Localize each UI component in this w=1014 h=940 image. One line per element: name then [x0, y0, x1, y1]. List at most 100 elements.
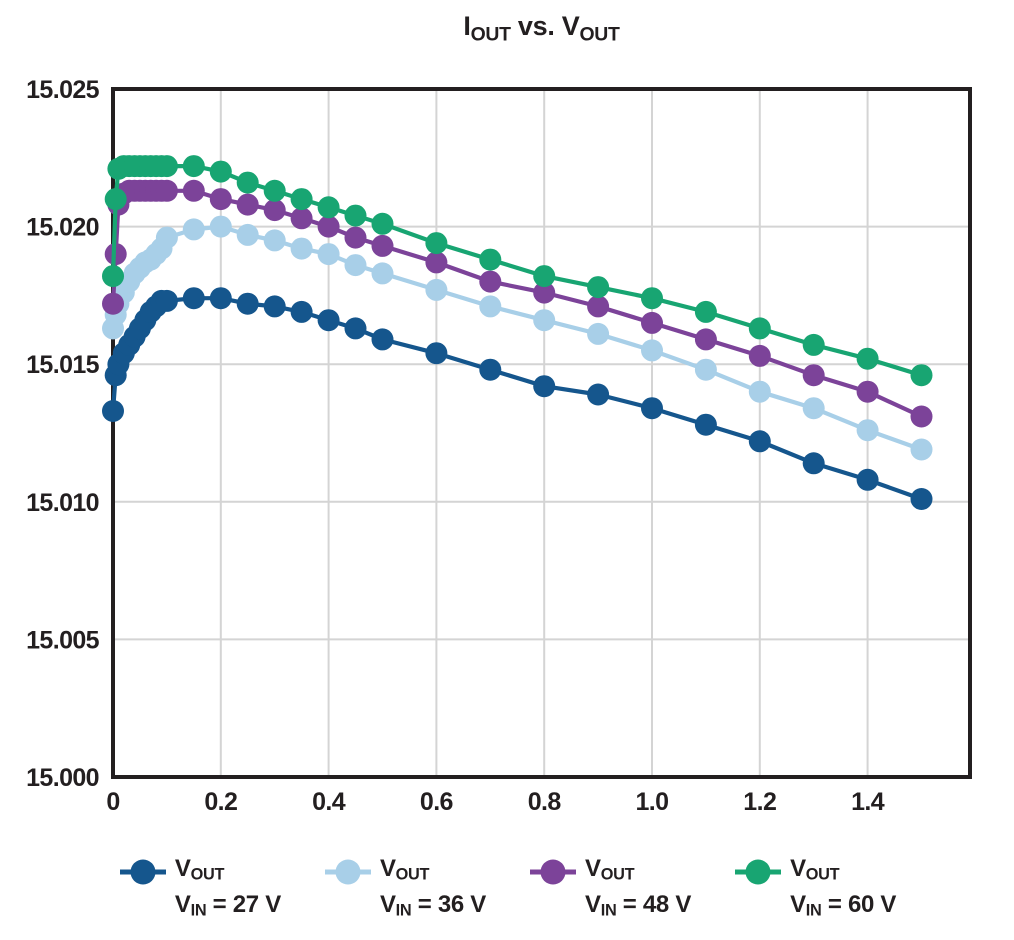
- series-line-vin_27: [110, 296, 923, 501]
- legend-label: VOUT VIN = 36 V: [380, 854, 486, 925]
- data-point: [182, 155, 205, 178]
- legend-entry-vin_27: VOUT VIN = 27 V: [118, 854, 281, 925]
- legend-label: VOUT VIN = 27 V: [175, 854, 281, 925]
- series-line-vin_48: [110, 188, 923, 419]
- data-point: [155, 226, 178, 249]
- data-point: [910, 488, 933, 510]
- data-point: [182, 218, 205, 241]
- data-point: [236, 193, 259, 216]
- data-point: [748, 380, 771, 403]
- data-point: [425, 278, 448, 301]
- data-point: [425, 251, 448, 274]
- series-points-vin_36: [102, 215, 933, 461]
- data-point: [641, 287, 663, 310]
- data-point: [344, 317, 367, 340]
- data-point: [641, 339, 663, 362]
- data-point: [479, 248, 502, 271]
- legend-marker-vin_60: [735, 859, 782, 885]
- data-point: [533, 281, 556, 304]
- data-point: [748, 317, 771, 340]
- data-point: [856, 419, 879, 442]
- data-point: [155, 155, 178, 178]
- title-subscript: OUT: [470, 23, 511, 46]
- data-point: [641, 311, 663, 334]
- data-point: [290, 237, 313, 260]
- data-point: [317, 243, 340, 266]
- data-point: [587, 322, 610, 345]
- data-point: [479, 270, 502, 293]
- legend-label-line2: VIN = 60 V: [790, 890, 897, 920]
- data-point: [694, 413, 717, 436]
- chart-plot-area: 15.000 15.005 15.010 15.015 15.020 15.025 0 0.2…: [26, 76, 972, 816]
- data-point: [910, 405, 933, 428]
- legend-label-line1: VOUT: [174, 855, 225, 884]
- y-tick-label: 15.000: [26, 764, 99, 792]
- data-point: [910, 364, 933, 387]
- plot-frame: [111, 87, 972, 779]
- data-point: [533, 375, 556, 398]
- data-point: [371, 234, 394, 257]
- x-tick-label: 0.2: [204, 788, 237, 816]
- data-point: [344, 254, 367, 277]
- data-point: [802, 397, 825, 420]
- series-points-vin_60: [102, 155, 933, 387]
- data-point: [209, 215, 232, 238]
- legend-label-line2: VIN = 48 V: [585, 890, 692, 920]
- y-tick-label: 15.005: [26, 626, 100, 654]
- data-point: [317, 196, 340, 219]
- data-point: [182, 287, 205, 310]
- data-point: [236, 223, 259, 246]
- x-tick-label: 1.0: [636, 788, 669, 816]
- x-tick-label: 1.4: [851, 788, 885, 816]
- title-subscript: OUT: [579, 23, 620, 46]
- data-point: [641, 397, 663, 420]
- series-points-vin_27: [102, 287, 933, 510]
- data-point: [425, 342, 448, 365]
- title-text: V: [561, 11, 580, 41]
- data-point: [104, 188, 127, 211]
- data-point: [694, 358, 717, 381]
- data-point: [102, 265, 124, 288]
- data-point: [748, 344, 771, 367]
- data-point: [856, 347, 879, 370]
- data-point: [533, 265, 556, 288]
- data-point: [479, 358, 502, 381]
- data-point: [263, 229, 286, 252]
- data-point: [344, 204, 367, 227]
- x-tick-label: 0.4: [312, 788, 346, 816]
- data-point: [344, 226, 367, 249]
- data-point: [155, 289, 178, 312]
- legend-marker-vin_27: [119, 859, 166, 885]
- legend-entry-vin_60: VOUT VIN = 60 V: [733, 854, 896, 925]
- data-point: [236, 292, 259, 315]
- legend-entry-vin_48: VOUT VIN = 48 V: [528, 854, 691, 925]
- data-point: [236, 171, 259, 194]
- x-tick-label: 1.2: [743, 788, 776, 816]
- data-point: [263, 199, 286, 222]
- data-point: [856, 380, 879, 403]
- data-point: [263, 295, 286, 318]
- data-point: [748, 430, 771, 453]
- series-points-vin_48: [102, 179, 933, 428]
- data-point: [694, 300, 717, 323]
- data-point: [425, 232, 448, 255]
- data-point: [102, 292, 124, 315]
- data-point: [263, 179, 286, 202]
- data-point: [479, 295, 502, 318]
- data-point: [209, 188, 232, 211]
- x-tick-label: 0: [106, 788, 119, 816]
- data-point: [802, 364, 825, 387]
- data-point: [587, 383, 610, 406]
- legend-label-line1: VOUT: [379, 855, 430, 884]
- legend-marker-vin_48: [530, 859, 576, 885]
- legend-label-line2: VIN = 27 V: [174, 890, 281, 920]
- y-tick-label: 15.010: [26, 489, 99, 517]
- series-line-vin_36: [110, 224, 923, 452]
- data-point: [802, 452, 825, 475]
- data-point: [587, 276, 610, 299]
- data-point: [587, 295, 610, 318]
- data-point: [155, 179, 178, 202]
- data-point: [317, 309, 340, 332]
- legend-marker-vin_36: [324, 859, 371, 885]
- data-point: [371, 212, 394, 235]
